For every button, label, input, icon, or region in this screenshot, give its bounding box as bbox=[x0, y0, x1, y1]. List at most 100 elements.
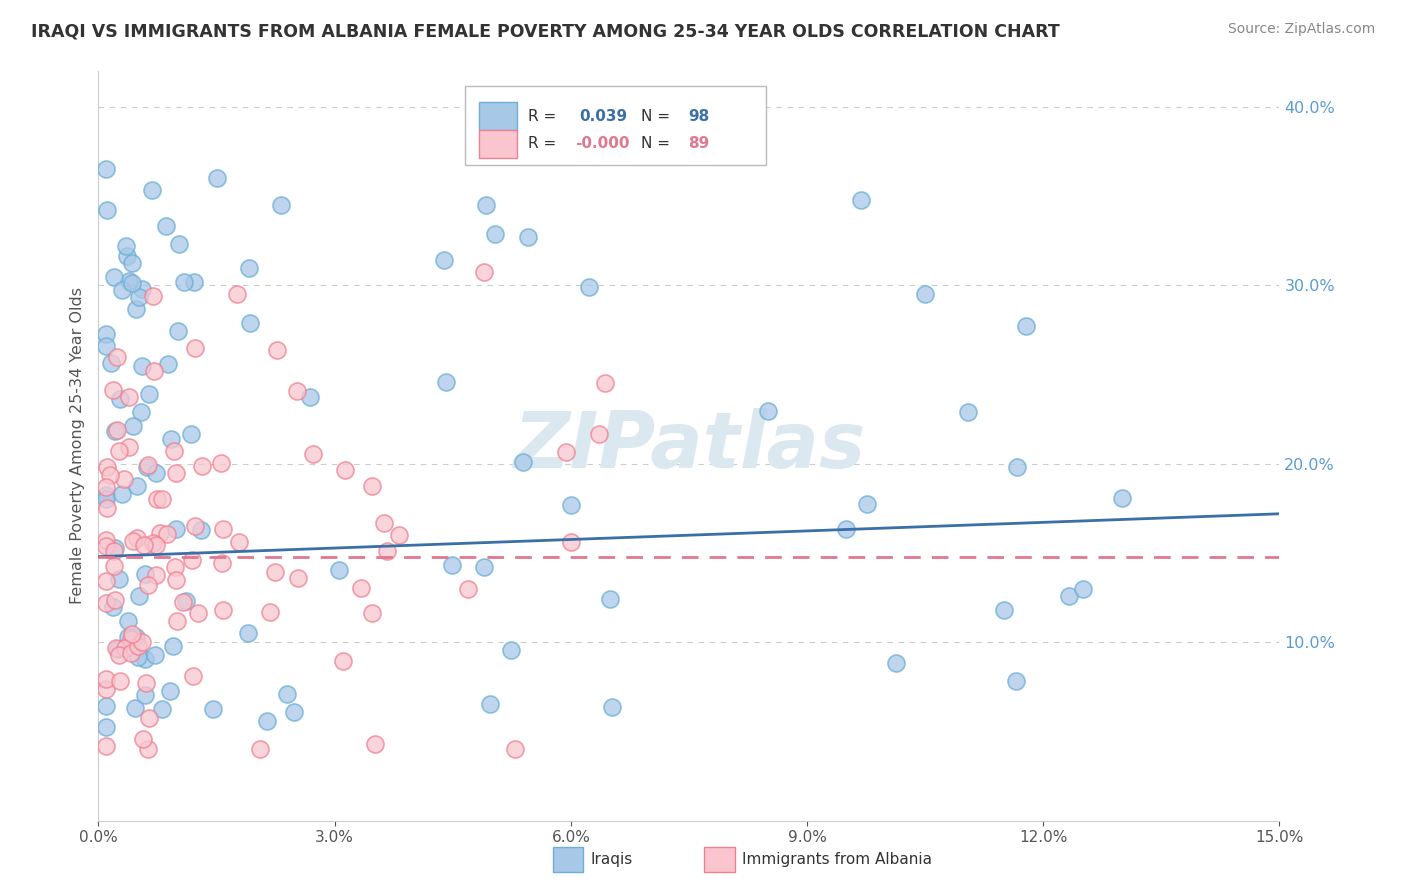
Text: 89: 89 bbox=[688, 136, 709, 152]
Point bbox=[134, 652, 156, 666]
Point bbox=[145, 567, 167, 582]
Point bbox=[96, 681, 118, 696]
Point bbox=[115, 250, 138, 264]
Point bbox=[155, 219, 177, 234]
Point bbox=[117, 614, 139, 628]
Point bbox=[472, 560, 495, 574]
Point bbox=[121, 632, 143, 646]
Point bbox=[159, 683, 181, 698]
Point bbox=[259, 605, 281, 619]
Text: 0.039: 0.039 bbox=[579, 109, 627, 124]
Point bbox=[505, 742, 527, 756]
Point bbox=[125, 531, 148, 545]
Point bbox=[560, 498, 582, 512]
Point bbox=[173, 275, 195, 289]
Point bbox=[180, 426, 202, 441]
Point bbox=[105, 350, 128, 364]
Point bbox=[129, 405, 152, 419]
Point bbox=[159, 432, 181, 446]
Point bbox=[174, 594, 197, 608]
Point bbox=[1004, 674, 1026, 689]
Point bbox=[1057, 589, 1080, 603]
Point bbox=[1015, 318, 1038, 333]
Point bbox=[593, 376, 616, 390]
Text: IRAQI VS IMMIGRANTS FROM ALBANIA FEMALE POVERTY AMONG 25-34 YEAR OLDS CORRELATIO: IRAQI VS IMMIGRANTS FROM ALBANIA FEMALE … bbox=[31, 22, 1060, 40]
Point bbox=[101, 599, 124, 614]
Point bbox=[107, 648, 129, 663]
Text: N =: N = bbox=[641, 109, 675, 124]
Point bbox=[169, 237, 191, 252]
Point bbox=[249, 742, 271, 756]
Point bbox=[555, 444, 578, 458]
Point bbox=[98, 467, 121, 482]
Point bbox=[1005, 459, 1028, 474]
Point bbox=[157, 357, 180, 371]
Point bbox=[501, 642, 523, 657]
Point bbox=[124, 700, 146, 714]
Point bbox=[96, 501, 118, 516]
Point bbox=[165, 559, 187, 574]
Point bbox=[136, 578, 159, 592]
Point bbox=[110, 673, 132, 688]
Point bbox=[165, 466, 187, 480]
Point bbox=[228, 535, 250, 549]
Point bbox=[270, 197, 292, 211]
Point bbox=[207, 171, 229, 186]
Point bbox=[434, 375, 457, 389]
Point bbox=[96, 699, 118, 714]
Point bbox=[209, 456, 232, 470]
Point bbox=[96, 459, 118, 474]
Point bbox=[105, 424, 128, 438]
Point bbox=[236, 626, 259, 640]
Point bbox=[588, 426, 610, 441]
Point bbox=[756, 404, 779, 418]
Point bbox=[360, 479, 382, 493]
Point bbox=[143, 648, 166, 662]
Point bbox=[181, 553, 204, 567]
Point bbox=[166, 614, 188, 628]
Point bbox=[127, 479, 149, 493]
Point bbox=[150, 702, 173, 716]
Point bbox=[108, 392, 131, 406]
Point bbox=[239, 316, 262, 330]
Point bbox=[121, 533, 143, 548]
Point bbox=[125, 302, 148, 317]
Point bbox=[238, 260, 260, 275]
Point bbox=[96, 739, 118, 753]
Point bbox=[100, 356, 122, 370]
Point bbox=[517, 229, 540, 244]
Point bbox=[96, 672, 118, 686]
Point bbox=[1071, 582, 1094, 597]
Point bbox=[914, 286, 936, 301]
Point bbox=[184, 341, 207, 355]
Point bbox=[96, 203, 118, 218]
Point bbox=[335, 463, 357, 477]
Point bbox=[149, 526, 172, 541]
Point bbox=[127, 640, 149, 654]
Point bbox=[96, 339, 118, 353]
Point bbox=[479, 697, 502, 711]
Point bbox=[190, 523, 212, 537]
Point bbox=[172, 595, 194, 609]
Point bbox=[167, 324, 190, 338]
Point bbox=[211, 557, 233, 571]
Point bbox=[285, 384, 308, 398]
Point bbox=[138, 710, 160, 724]
Point bbox=[96, 574, 118, 589]
Point bbox=[560, 535, 582, 549]
Point bbox=[96, 595, 118, 609]
Point bbox=[145, 538, 167, 552]
Point bbox=[512, 455, 534, 469]
Point bbox=[276, 687, 298, 701]
Point bbox=[138, 458, 160, 472]
Y-axis label: Female Poverty Among 25-34 Year Olds: Female Poverty Among 25-34 Year Olds bbox=[69, 287, 84, 605]
Point bbox=[187, 607, 209, 621]
Point bbox=[136, 459, 159, 474]
Point bbox=[115, 238, 138, 252]
Point bbox=[202, 701, 225, 715]
Text: Iraqis: Iraqis bbox=[591, 853, 633, 867]
Point bbox=[600, 700, 623, 714]
Point bbox=[361, 606, 384, 620]
Point bbox=[122, 419, 145, 434]
Point bbox=[96, 327, 118, 342]
